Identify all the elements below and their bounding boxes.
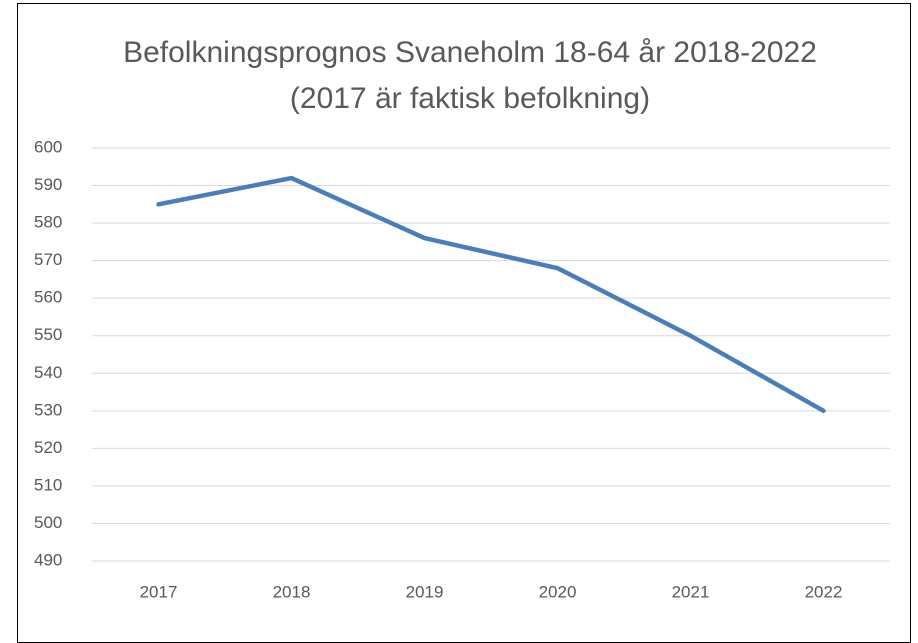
y-tick-label: 510 — [34, 475, 62, 494]
y-tick-label: 500 — [34, 513, 62, 532]
x-tick-label: 2022 — [805, 582, 843, 601]
y-tick-label: 550 — [34, 325, 62, 344]
y-tick-label: 490 — [34, 550, 62, 569]
chart-title: Befolkningsprognos Svaneholm 18-64 år 20… — [123, 36, 817, 115]
x-tick-label: 2017 — [140, 582, 178, 601]
x-tick-label: 2021 — [672, 582, 710, 601]
x-tick-label: 2020 — [539, 582, 577, 601]
line-series — [156, 175, 826, 414]
x-tick-label: 2019 — [406, 582, 444, 601]
y-tick-label: 530 — [34, 400, 62, 419]
page: 490 500 510 520 530 540 550 560 570 580 590 600 2017… — [17, 3, 911, 643]
y-tick-label: 570 — [34, 250, 62, 269]
chart: 490 500 510 520 530 540 550 560 570 580 590 600 2017… — [34, 137, 890, 601]
y-tick-label: 560 — [34, 288, 62, 307]
y-tick-label: 520 — [34, 438, 62, 457]
x-tick-label: 2018 — [273, 582, 311, 601]
y-tick-label: 600 — [34, 137, 62, 156]
y-tick-label: 590 — [34, 175, 62, 194]
y-tick-label: 540 — [34, 363, 62, 382]
y-tick-label: 580 — [34, 213, 62, 232]
